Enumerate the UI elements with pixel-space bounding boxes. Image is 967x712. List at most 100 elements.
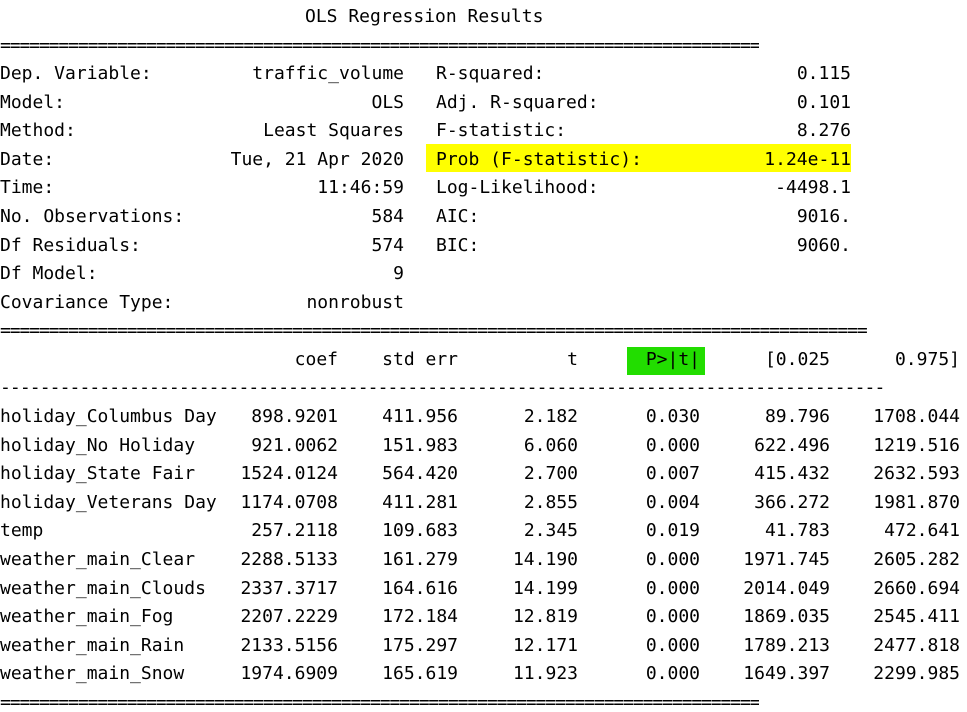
ci-upper-cell: 2299.985 <box>873 663 960 685</box>
p-value-cell: 0.000 <box>645 434 700 456</box>
table-row: holiday_No Holiday 921.0062 151.983 6.060 0.… <box>0 432 967 460</box>
p-header-highlight <box>627 347 705 375</box>
ci-lower-cell: 366.272 <box>754 491 830 513</box>
ci-lower-header: [0.025 <box>764 349 830 370</box>
p-value-header: P>|t| <box>645 349 700 370</box>
summary-right-label: Log-Likelihood: <box>436 177 599 199</box>
variable-name: holiday_Veterans Day <box>0 491 217 513</box>
summary-left-label: Model: <box>0 91 66 113</box>
t-cell: 2.700 <box>523 463 578 485</box>
coef-cell: 1174.0708 <box>240 491 338 513</box>
summary-row: Date: Tue, 21 Apr 2020 Prob (F-statistic):… <box>0 146 967 174</box>
coef-cell: 898.9201 <box>251 406 338 427</box>
summary-right-label: Adj. R-squared: <box>436 91 599 113</box>
prob-f-highlight <box>426 144 851 172</box>
t-cell: 12.171 <box>512 634 578 656</box>
p-value-cell: 0.000 <box>645 606 700 628</box>
summary-row: Df Residuals: 574 BIC: 9060. <box>0 232 967 260</box>
variable-name: weather_main_Clouds <box>0 577 206 599</box>
summary-left-value: traffic_volume <box>252 63 404 84</box>
ci-upper-cell: 2605.282 <box>873 549 960 570</box>
coef-cell: 1524.0124 <box>240 463 338 485</box>
p-value-cell: 0.004 <box>645 491 700 513</box>
variable-name: holiday_Columbus Day <box>0 406 217 427</box>
t-header: t <box>567 349 578 370</box>
summary-left-value: nonrobust <box>306 291 404 313</box>
summary-left-label: Df Residuals: <box>0 234 141 256</box>
ci-lower-cell: 1869.035 <box>743 606 830 628</box>
summary-right-label: F-statistic: <box>436 120 567 142</box>
t-cell: 11.923 <box>512 663 578 685</box>
coef-cell: 2288.5133 <box>240 549 338 570</box>
ci-upper-cell: 2632.593 <box>873 463 960 485</box>
std-err-header: std err <box>382 349 458 370</box>
ci-upper-cell: 1981.870 <box>873 491 960 513</box>
summary-right-label: BIC: <box>436 234 480 256</box>
ci-upper-cell: 1219.516 <box>873 434 960 456</box>
variable-name: temp <box>0 520 44 542</box>
summary-left-value: 9 <box>393 263 404 285</box>
ci-lower-cell: 1789.213 <box>743 634 830 656</box>
table-row: weather_main_Snow 1974.6909 165.619 11.923 0… <box>0 660 967 688</box>
coef-cell: 1974.6909 <box>240 663 338 685</box>
std-err-cell: 564.420 <box>382 463 458 485</box>
t-cell: 14.190 <box>512 549 578 570</box>
summary-right-value: 0.101 <box>796 91 851 113</box>
variable-name: weather_main_Clear <box>0 549 196 570</box>
summary-left-value: 584 <box>371 206 404 227</box>
ci-lower-cell: 89.796 <box>764 406 830 427</box>
ci-upper-cell: 2545.411 <box>873 606 960 628</box>
table-row: holiday_Columbus Day 898.9201 411.956 2.182… <box>0 403 967 431</box>
header-dash-rule: ----------------------------------------… <box>0 382 885 394</box>
summary-left-value: 574 <box>371 234 404 256</box>
ci-upper-cell: 2477.818 <box>873 634 960 656</box>
ci-upper-cell: 1708.044 <box>873 406 960 427</box>
p-value-cell: 0.000 <box>645 577 700 599</box>
mid-rule: ========================================… <box>0 325 867 337</box>
ci-upper-header: 0.975] <box>894 349 960 370</box>
table-row: holiday_Veterans Day 1174.0708 411.281 2.85… <box>0 489 967 517</box>
table-row: weather_main_Rain 2133.5156 175.297 12.171 0… <box>0 632 967 660</box>
summary-right-value: 0.115 <box>796 63 851 84</box>
variable-name: holiday_No Holiday <box>0 434 196 456</box>
coef-cell: 2133.5156 <box>240 634 338 656</box>
summary-row: Covariance Type: nonrobust <box>0 289 967 317</box>
summary-right-label: R-squared: <box>436 63 545 84</box>
summary-left-value: Tue, 21 Apr 2020 <box>230 148 404 170</box>
ci-upper-cell: 472.641 <box>884 520 960 542</box>
summary-row: Model: OLS Adj. R-squared: 0.101 <box>0 89 967 117</box>
summary-left-label: Covariance Type: <box>0 291 174 313</box>
coef-cell: 2337.3717 <box>240 577 338 599</box>
std-err-cell: 411.956 <box>382 406 458 427</box>
std-err-cell: 165.619 <box>382 663 458 685</box>
top-rule: ========================================… <box>0 40 760 52</box>
p-value-cell: 0.000 <box>645 634 700 656</box>
summary-left-label: Dep. Variable: <box>0 63 152 84</box>
std-err-cell: 175.297 <box>382 634 458 656</box>
table-row: weather_main_Clear 2288.5133 161.279 14.190… <box>0 546 967 574</box>
variable-name: holiday_State Fair <box>0 463 196 485</box>
ci-lower-cell: 2014.049 <box>743 577 830 599</box>
t-cell: 6.060 <box>523 434 578 456</box>
ci-lower-cell: 415.432 <box>754 463 830 485</box>
coef-cell: 921.0062 <box>251 434 338 456</box>
summary-left-label: Df Model: <box>0 263 98 285</box>
variable-name: weather_main_Rain <box>0 634 185 656</box>
t-cell: 14.199 <box>512 577 578 599</box>
t-cell: 2.182 <box>523 406 578 427</box>
coef-header-row: coef std err t P>|t| [0.025 0.975] <box>0 346 967 374</box>
t-cell: 2.345 <box>523 520 578 542</box>
ci-lower-cell: 1971.745 <box>743 549 830 570</box>
summary-left-label: Method: <box>0 120 76 142</box>
std-err-cell: 164.616 <box>382 577 458 599</box>
ci-lower-cell: 1649.397 <box>743 663 830 685</box>
table-row: holiday_State Fair 1524.0124 564.420 2.700 0… <box>0 460 967 488</box>
table-row: weather_main_Clouds 2337.3717 164.616 14.19… <box>0 575 967 603</box>
coef-header: coef <box>294 349 338 370</box>
summary-left-label: Date: <box>0 148 55 170</box>
variable-name: weather_main_Snow <box>0 663 185 685</box>
summary-right-value: -4498.1 <box>775 177 851 199</box>
results-title: OLS Regression Results <box>305 6 544 27</box>
summary-right-value: 9060. <box>796 234 851 256</box>
